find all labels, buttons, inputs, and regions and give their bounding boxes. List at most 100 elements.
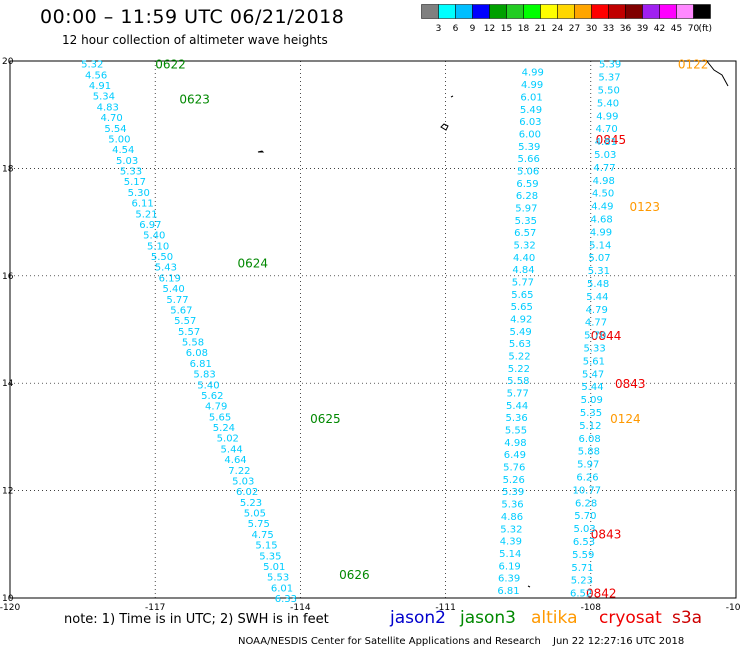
wave-height-value: 4.99 — [521, 80, 543, 91]
wave-height-value: 6.59 — [516, 179, 538, 190]
color-scale-tick: 21 — [535, 24, 546, 34]
x-tick-label: -114 — [290, 603, 311, 613]
wave-height-value: 4.86 — [501, 512, 523, 523]
wave-height-value: 5.77 — [166, 295, 188, 306]
pass-time-label: 0842 — [586, 587, 617, 601]
coastline-features — [257, 59, 729, 588]
wave-height-value: 5.35 — [259, 551, 281, 562]
pass-time-label: 0622 — [155, 58, 186, 72]
wave-height-value: 6.26 — [576, 473, 598, 484]
wave-height-value: 6.81 — [190, 359, 212, 370]
x-tick-label: -117 — [145, 603, 165, 613]
wave-height-value: 5.49 — [509, 327, 531, 338]
plot-frame — [9, 60, 737, 599]
wave-height-value: 6.33 — [275, 594, 297, 605]
footer-note: note: 1) Time is in UTC; 2) SWH is in fe… — [64, 612, 329, 627]
color-scale-unit: (ft) — [698, 24, 712, 34]
wave-height-value: 6.19 — [159, 273, 181, 284]
wave-height-value: 5.03 — [116, 156, 138, 167]
wave-height-value: 4.98 — [593, 176, 615, 187]
wave-height-value: 6.19 — [499, 561, 521, 572]
pass-time-label: 0624 — [237, 256, 268, 270]
color-scale-tick: 39 — [637, 24, 649, 34]
wave-height-value: 5.22 — [508, 364, 530, 375]
wave-height-value: 4.56 — [85, 70, 107, 81]
pass-time-label: 0625 — [310, 412, 341, 426]
legend-s3a: s3a — [672, 608, 703, 628]
color-scale-tick: 24 — [552, 24, 564, 34]
legend-jason3: jason3 — [460, 608, 516, 628]
wave-height-value: 6.39 — [498, 574, 520, 585]
wave-height-value: 5.09 — [581, 395, 603, 406]
wave-height-value: 5.44 — [586, 292, 608, 303]
y-tick-label: 14 — [2, 379, 14, 389]
color-scale-tick: 36 — [620, 24, 632, 34]
wave-height-value: 5.65 — [209, 412, 231, 423]
wave-height-value: 5.02 — [217, 434, 239, 445]
wave-height-value: 5.40 — [597, 98, 619, 109]
island-mark — [440, 123, 449, 131]
wave-height-value: 5.33 — [120, 167, 142, 178]
wave-height-value: 5.35 — [580, 408, 602, 419]
wave-height-value: 5.97 — [515, 203, 537, 214]
wave-height-value: 5.31 — [588, 266, 610, 277]
color-swatch — [693, 4, 711, 19]
wave-height-value: 5.44 — [221, 444, 243, 455]
grid-lines — [9, 60, 737, 599]
wave-height-value: 6.57 — [514, 228, 536, 239]
island-mark — [450, 95, 454, 98]
color-scale-tick: 30 — [586, 24, 598, 34]
island-mark — [257, 150, 265, 153]
wave-height-value: 5.97 — [577, 460, 599, 471]
color-scale-tick: 33 — [603, 24, 614, 34]
wave-height-value: 4.84 — [512, 265, 534, 276]
wave-height-value: 4.77 — [593, 163, 615, 174]
pass-time-label: 0845 — [596, 133, 627, 147]
wave-height-value: 6.01 — [520, 92, 542, 103]
wave-height-value: 5.76 — [503, 463, 525, 474]
wave-height-value: 5.00 — [108, 134, 130, 145]
wave-height-value: 5.55 — [505, 426, 527, 437]
wave-height-value: 5.39 — [518, 142, 540, 153]
wave-height-value: 5.44 — [581, 382, 603, 393]
wave-height-value: 6.53 — [573, 537, 595, 548]
wave-height-value: 5.83 — [193, 370, 215, 381]
chart-subtitle: 12 hour collection of altimeter wave hei… — [62, 33, 328, 47]
wave-height-value: 5.12 — [579, 421, 601, 432]
wave-height-value: 7.22 — [228, 466, 250, 477]
wave-height-value: 6.02 — [236, 487, 258, 498]
wave-height-value: 5.30 — [128, 188, 150, 199]
wave-height-value: 5.36 — [501, 500, 523, 511]
wave-height-value: 4.91 — [89, 81, 111, 92]
wave-height-value: 5.03 — [594, 150, 616, 161]
y-tick-label: 20 — [2, 57, 14, 67]
wave-height-value: 4.92 — [510, 315, 532, 326]
color-scale-legend: 3 6 9 12 15 18 21 24 27 30 33 36 39 42 45 70 (ft) — [421, 4, 712, 34]
wave-height-value: 5.17 — [124, 177, 146, 188]
wave-height-value: 5.58 — [182, 338, 204, 349]
wave-height-value: 6.49 — [504, 450, 526, 461]
x-tick-label: -108 — [581, 603, 602, 613]
y-tick-label: 10 — [2, 594, 14, 604]
wave-height-value: 6.08 — [578, 434, 600, 445]
x-tick-label: -105 — [726, 603, 740, 613]
chart-title: 00:00 – 11:59 UTC 06/21/2018 — [40, 6, 345, 28]
pass-time-label: 0843 — [591, 528, 622, 542]
color-scale-tick: 15 — [501, 24, 512, 34]
wave-height-value: 5.61 — [583, 356, 605, 367]
wave-height-value: 4.98 — [504, 438, 526, 449]
wave-height-value: 4.99 — [522, 68, 544, 79]
track-cryosat: 4.994.996.015.496.036.005.395.665.066.59… — [497, 68, 645, 601]
wave-height-value: 5.49 — [520, 105, 542, 116]
wave-height-value: 5.36 — [505, 413, 527, 424]
color-scale-tick: 27 — [569, 24, 580, 34]
wave-height-value: 5.26 — [503, 475, 525, 486]
wave-height-value: 4.75 — [252, 530, 274, 541]
wave-height-value: 5.40 — [162, 284, 184, 295]
wave-height-value: 5.06 — [517, 166, 539, 177]
coastline-mark — [705, 59, 729, 87]
wave-height-value: 5.57 — [178, 327, 200, 338]
wave-height-value: 5.22 — [508, 352, 530, 363]
wave-height-value: 4.79 — [586, 305, 608, 316]
